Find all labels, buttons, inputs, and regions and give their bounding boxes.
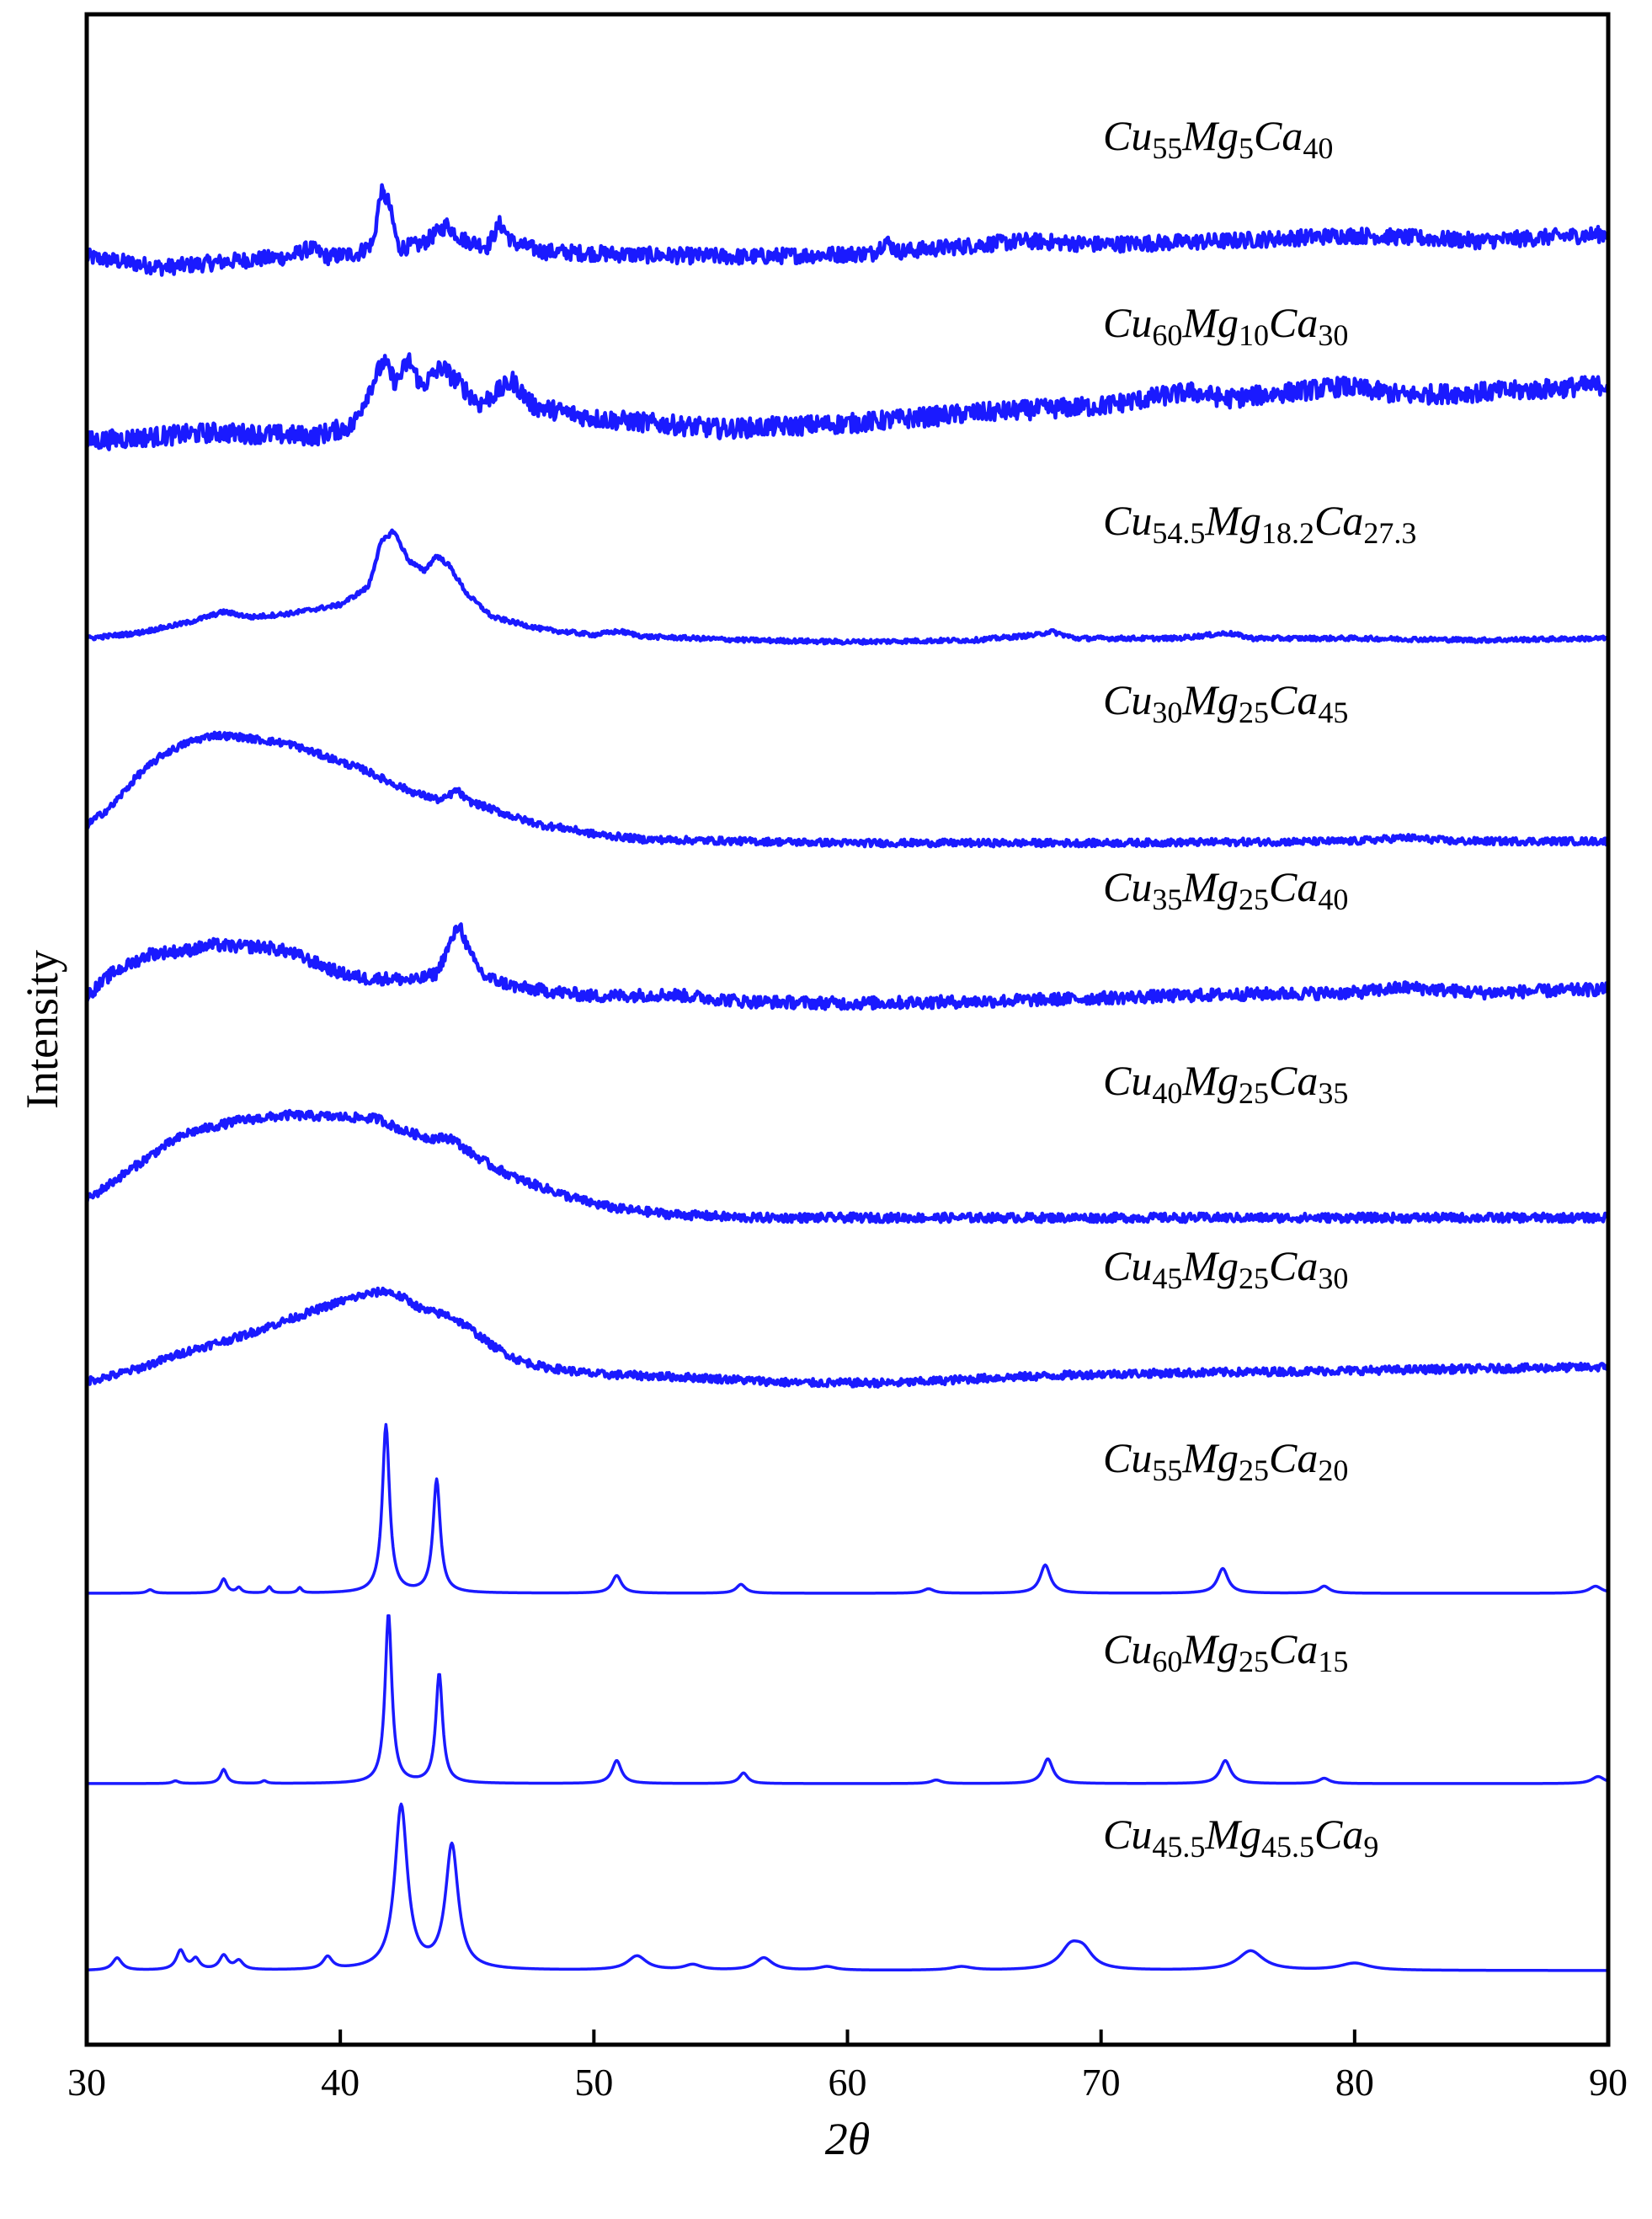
x-tick-label: 80 — [1335, 2061, 1374, 2104]
series-label-10: Cu45.5Mg45.5Ca9 — [1103, 1811, 1378, 1864]
series-label-2: Cu60Mg10Ca30 — [1103, 299, 1348, 352]
series-line-1 — [84, 183, 1610, 277]
x-tick-label: 90 — [1589, 2061, 1628, 2104]
series-label-1: Cu55Mg5Ca40 — [1103, 112, 1333, 165]
series-label-9: Cu60Mg25Ca15 — [1103, 1625, 1348, 1678]
series-line-9 — [86, 1614, 1609, 1785]
series-line-7 — [84, 1286, 1611, 1389]
series-label-4: Cu30Mg25Ca45 — [1103, 676, 1348, 729]
x-axis-label: 2θ — [825, 2114, 871, 2164]
series-line-10 — [86, 1802, 1609, 1972]
series-labels: Cu55Mg5Ca40 Cu60Mg10Ca30 Cu54.5Mg18.2Ca27.… — [1103, 112, 1416, 1864]
y-axis-label: Intensity — [17, 950, 67, 1109]
series-line-3 — [85, 528, 1611, 646]
series-line-4 — [84, 730, 1611, 849]
series-line-6 — [84, 1108, 1611, 1224]
x-axis-ticks: 30 40 50 60 70 80 90 — [67, 2030, 1628, 2104]
series-line-2 — [84, 352, 1611, 451]
x-tick-label: 50 — [574, 2061, 613, 2104]
series-group — [84, 183, 1611, 1972]
series-line-8 — [86, 1422, 1609, 1595]
series-label-7: Cu45Mg25Ca30 — [1103, 1242, 1348, 1295]
x-tick-label: 40 — [321, 2061, 360, 2104]
x-tick-label: 60 — [829, 2061, 867, 2104]
x-tick-label: 70 — [1082, 2061, 1121, 2104]
series-label-6: Cu40Mg25Ca35 — [1103, 1057, 1348, 1110]
plot-frame — [84, 12, 1611, 2047]
x-tick-label: 30 — [67, 2061, 106, 2104]
series-label-3: Cu54.5Mg18.2Ca27.3 — [1103, 497, 1416, 550]
series-line-5 — [84, 922, 1611, 1011]
series-label-5: Cu35Mg25Ca40 — [1103, 863, 1348, 916]
series-label-8: Cu55Mg25Ca20 — [1103, 1434, 1348, 1487]
